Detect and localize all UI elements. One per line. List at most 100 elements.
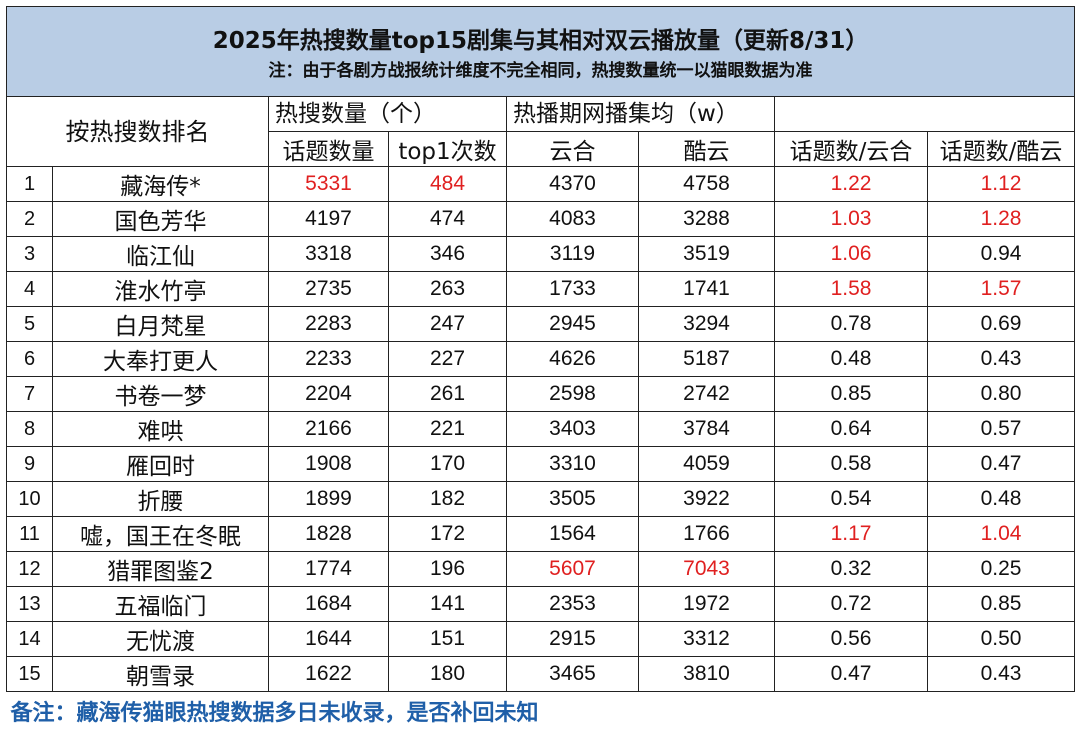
yunhe-plays-cell: 4626 <box>507 342 639 377</box>
top1-count-cell: 182 <box>389 482 507 517</box>
top1-count-cell: 263 <box>389 272 507 307</box>
yunhe-plays-cell: 1733 <box>507 272 639 307</box>
table-title: 2025年热搜数量top15剧集与其相对双云播放量（更新8/31） <box>7 24 1074 58</box>
top1-count-cell: 141 <box>389 587 507 622</box>
header-ratio-kuyun: 话题数/酷云 <box>928 132 1075 167</box>
ratio-yunhe-cell: 0.58 <box>775 447 928 482</box>
top1-count-cell: 221 <box>389 412 507 447</box>
drama-name-cell: 无忧渡 <box>53 622 269 657</box>
rank-cell: 11 <box>7 517 53 552</box>
ratio-kuyun-cell: 0.25 <box>928 552 1075 587</box>
kuyun-plays-cell: 7043 <box>639 552 775 587</box>
yunhe-plays-cell: 3310 <box>507 447 639 482</box>
header-kuyun: 酷云 <box>639 132 775 167</box>
header-topics: 话题数量 <box>269 132 389 167</box>
ratio-kuyun-cell: 0.43 <box>928 657 1075 692</box>
kuyun-plays-cell: 3519 <box>639 237 775 272</box>
yunhe-plays-cell: 2945 <box>507 307 639 342</box>
kuyun-plays-cell: 5187 <box>639 342 775 377</box>
kuyun-plays-cell: 1972 <box>639 587 775 622</box>
ratio-yunhe-cell: 1.03 <box>775 202 928 237</box>
topics-count-cell: 1774 <box>269 552 389 587</box>
ratio-yunhe-cell: 0.48 <box>775 342 928 377</box>
topics-count-cell: 1899 <box>269 482 389 517</box>
rank-cell: 2 <box>7 202 53 237</box>
table-note: 注：由于各剧方战报统计维度不完全相同，热搜数量统一以猫眼数据为准 <box>7 58 1074 84</box>
kuyun-plays-cell: 3922 <box>639 482 775 517</box>
ratio-yunhe-cell: 1.06 <box>775 237 928 272</box>
yunhe-plays-cell: 3119 <box>507 237 639 272</box>
kuyun-plays-cell: 4059 <box>639 447 775 482</box>
header-ratio-yunhe: 话题数/云合 <box>775 132 928 167</box>
rank-cell: 4 <box>7 272 53 307</box>
rank-cell: 3 <box>7 237 53 272</box>
kuyun-plays-cell: 1741 <box>639 272 775 307</box>
topics-count-cell: 3318 <box>269 237 389 272</box>
drama-name-cell: 折腰 <box>53 482 269 517</box>
drama-name-cell: 雁回时 <box>53 447 269 482</box>
kuyun-plays-cell: 3810 <box>639 657 775 692</box>
topics-count-cell: 1908 <box>269 447 389 482</box>
topics-count-cell: 2233 <box>269 342 389 377</box>
top1-count-cell: 484 <box>389 167 507 202</box>
rank-cell: 12 <box>7 552 53 587</box>
kuyun-plays-cell: 4758 <box>639 167 775 202</box>
ratio-yunhe-cell: 1.17 <box>775 517 928 552</box>
ratio-yunhe-cell: 0.47 <box>775 657 928 692</box>
ratio-kuyun-cell: 0.48 <box>928 482 1075 517</box>
topics-count-cell: 1622 <box>269 657 389 692</box>
ratio-kuyun-cell: 1.57 <box>928 272 1075 307</box>
rank-cell: 10 <box>7 482 53 517</box>
ratio-kuyun-cell: 0.47 <box>928 447 1075 482</box>
rank-cell: 5 <box>7 307 53 342</box>
yunhe-plays-cell: 5607 <box>507 552 639 587</box>
topics-count-cell: 5331 <box>269 167 389 202</box>
ratio-yunhe-cell: 0.32 <box>775 552 928 587</box>
header-avg-play: 热播期网播集均（w） <box>507 97 775 132</box>
top1-count-cell: 346 <box>389 237 507 272</box>
rank-cell: 1 <box>7 167 53 202</box>
topics-count-cell: 1684 <box>269 587 389 622</box>
drama-name-cell: 国色芳华 <box>53 202 269 237</box>
header-blank <box>775 97 1075 132</box>
top1-count-cell: 170 <box>389 447 507 482</box>
drama-name-cell: 临江仙 <box>53 237 269 272</box>
top1-count-cell: 172 <box>389 517 507 552</box>
ratio-yunhe-cell: 0.85 <box>775 377 928 412</box>
footnote: 备注：藏海传猫眼热搜数据多日未收录，是否补回未知 <box>7 692 1075 730</box>
top1-count-cell: 180 <box>389 657 507 692</box>
ratio-kuyun-cell: 1.04 <box>928 517 1075 552</box>
topics-count-cell: 2735 <box>269 272 389 307</box>
rank-cell: 8 <box>7 412 53 447</box>
ratio-kuyun-cell: 0.80 <box>928 377 1075 412</box>
drama-name-cell: 白月梵星 <box>53 307 269 342</box>
top1-count-cell: 196 <box>389 552 507 587</box>
topics-count-cell: 2283 <box>269 307 389 342</box>
rank-cell: 14 <box>7 622 53 657</box>
ratio-yunhe-cell: 0.64 <box>775 412 928 447</box>
top1-count-cell: 227 <box>389 342 507 377</box>
yunhe-plays-cell: 3505 <box>507 482 639 517</box>
ranking-table: 2025年热搜数量top15剧集与其相对双云播放量（更新8/31） 注：由于各剧… <box>6 6 1075 730</box>
top1-count-cell: 151 <box>389 622 507 657</box>
ratio-yunhe-cell: 0.56 <box>775 622 928 657</box>
yunhe-plays-cell: 4370 <box>507 167 639 202</box>
drama-name-cell: 五福临门 <box>53 587 269 622</box>
yunhe-plays-cell: 3465 <box>507 657 639 692</box>
drama-name-cell: 藏海传* <box>53 167 269 202</box>
ratio-kuyun-cell: 0.85 <box>928 587 1075 622</box>
rank-cell: 9 <box>7 447 53 482</box>
kuyun-plays-cell: 3288 <box>639 202 775 237</box>
drama-name-cell: 淮水竹亭 <box>53 272 269 307</box>
ratio-kuyun-cell: 0.50 <box>928 622 1075 657</box>
rank-cell: 13 <box>7 587 53 622</box>
